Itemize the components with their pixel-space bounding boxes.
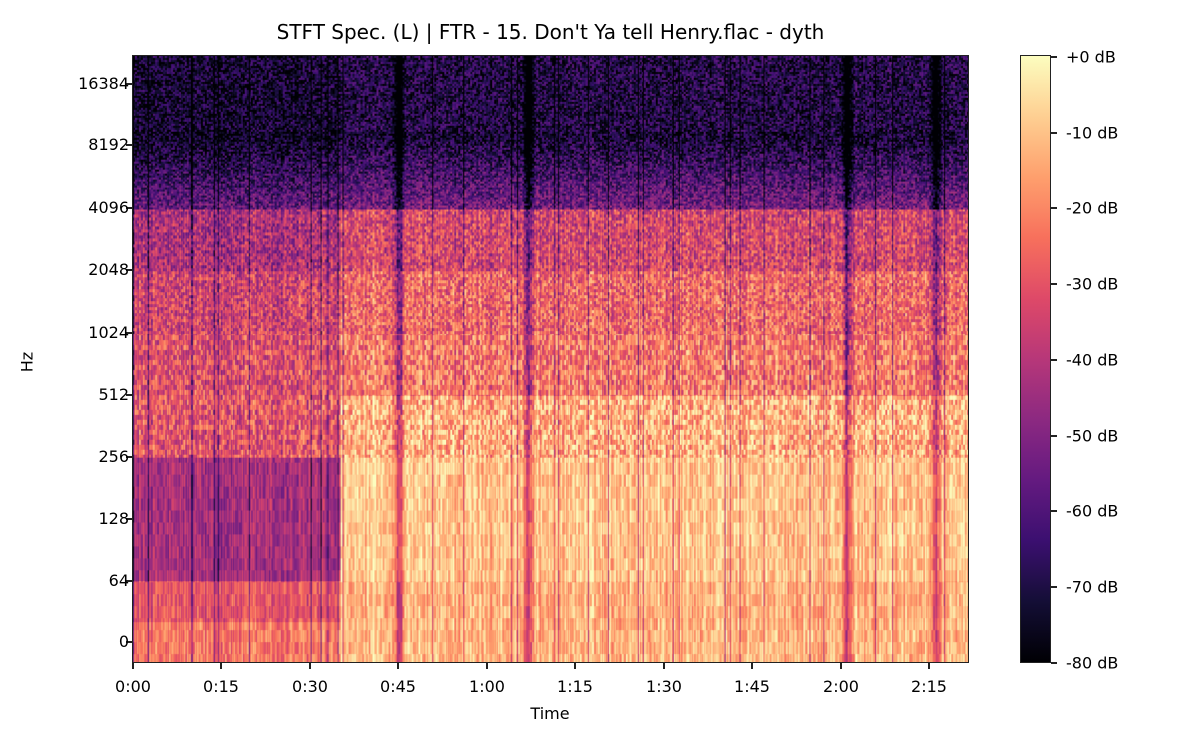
- y-tick-label: 128: [98, 509, 129, 528]
- colorbar-tick-mark: [1051, 56, 1057, 58]
- colorbar-tick-mark: [1051, 435, 1057, 437]
- spectrogram-image: [133, 56, 968, 662]
- y-tick-label: 8192: [88, 135, 129, 154]
- x-tick-mark: [751, 663, 753, 669]
- x-tick-mark: [486, 663, 488, 669]
- y-tick-mark: [126, 641, 132, 643]
- colorbar-tick-mark: [1051, 510, 1057, 512]
- x-tick-mark: [220, 663, 222, 669]
- y-tick-mark: [126, 456, 132, 458]
- y-tick-label: 4096: [88, 198, 129, 217]
- x-tick-mark: [574, 663, 576, 669]
- colorbar-tick-label: -70 dB: [1066, 577, 1119, 597]
- y-tick-mark: [126, 207, 132, 209]
- y-tick-label: 1024: [88, 323, 129, 342]
- y-tick-label: 512: [98, 385, 129, 404]
- y-tick-mark: [126, 580, 132, 582]
- y-tick-mark: [126, 518, 132, 520]
- colorbar-tick-mark: [1051, 207, 1057, 209]
- x-tick-mark: [928, 663, 930, 669]
- x-tick-label: 1:00: [469, 677, 505, 696]
- colorbar-tick-label: -60 dB: [1066, 501, 1119, 521]
- colorbar-tick-label: -40 dB: [1066, 350, 1119, 370]
- y-tick-mark: [126, 332, 132, 334]
- x-tick-label: 0:45: [380, 677, 416, 696]
- x-tick-label: 0:30: [292, 677, 328, 696]
- colorbar-tick-label: -20 dB: [1066, 198, 1119, 218]
- colorbar-tick-label: -50 dB: [1066, 426, 1119, 446]
- colorbar: [1020, 55, 1051, 663]
- spectrogram-plot: [132, 55, 969, 663]
- x-tick-label: 1:15: [557, 677, 593, 696]
- y-tick-mark: [126, 83, 132, 85]
- colorbar-tick-label: -80 dB: [1066, 653, 1119, 673]
- x-tick-mark: [663, 663, 665, 669]
- y-tick-mark: [126, 269, 132, 271]
- colorbar-tick-mark: [1051, 359, 1057, 361]
- y-tick-label: 0: [118, 632, 129, 651]
- colorbar-tick-label: -10 dB: [1066, 123, 1119, 143]
- x-tick-label: 1:30: [646, 677, 682, 696]
- x-tick-label: 1:45: [734, 677, 770, 696]
- x-tick-mark: [397, 663, 399, 669]
- y-axis-label: Hz: [17, 351, 37, 373]
- x-tick-mark: [132, 663, 134, 669]
- x-tick-mark: [840, 663, 842, 669]
- y-tick-label: 256: [98, 447, 129, 466]
- y-tick-label: 2048: [88, 260, 129, 279]
- x-tick-label: 2:00: [823, 677, 859, 696]
- x-tick-label: 0:15: [203, 677, 239, 696]
- y-tick-label: 16384: [78, 74, 129, 93]
- x-tick-label: 2:15: [911, 677, 947, 696]
- x-tick-label: 0:00: [115, 677, 151, 696]
- y-tick-label: 64: [108, 571, 129, 590]
- y-tick-mark: [126, 144, 132, 146]
- colorbar-tick-mark: [1051, 132, 1057, 134]
- chart-title: STFT Spec. (L) | FTR - 15. Don't Ya tell…: [276, 20, 825, 44]
- colorbar-tick-label: -30 dB: [1066, 274, 1119, 294]
- x-tick-mark: [309, 663, 311, 669]
- colorbar-tick-label: +0 dB: [1066, 47, 1116, 67]
- y-tick-mark: [126, 394, 132, 396]
- colorbar-tick-mark: [1051, 586, 1057, 588]
- colorbar-tick-mark: [1051, 283, 1057, 285]
- colorbar-tick-mark: [1051, 662, 1057, 664]
